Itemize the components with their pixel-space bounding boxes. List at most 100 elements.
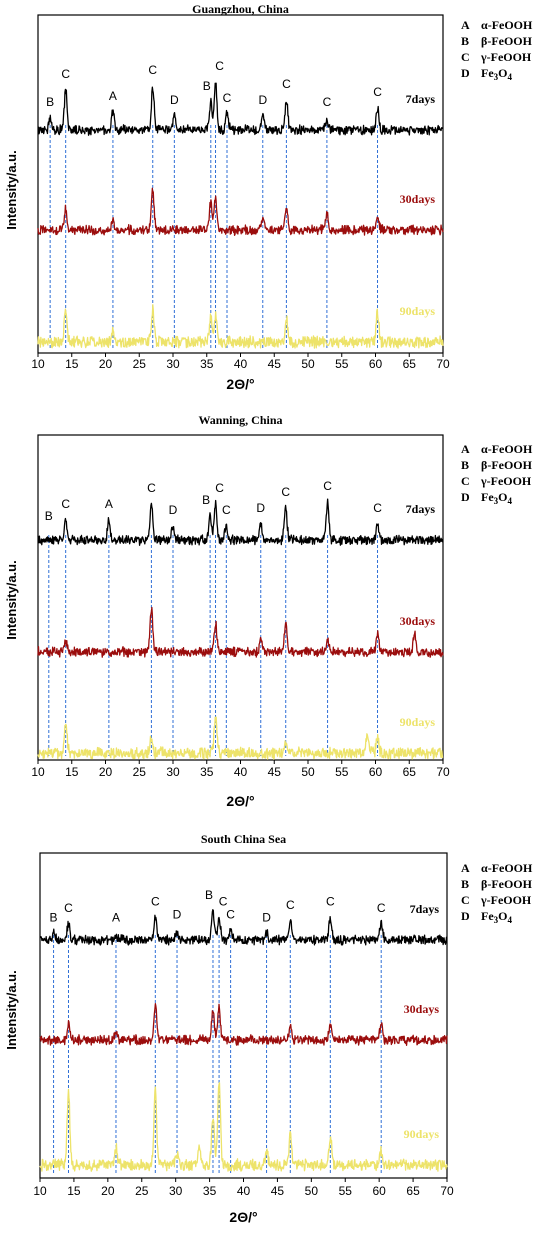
peak-label: B	[46, 95, 54, 109]
x-tick-label: 60	[372, 1184, 386, 1198]
series-line-30days	[37, 606, 444, 658]
x-tick-label: 10	[31, 765, 45, 779]
series-label-7days: 7days	[406, 92, 436, 106]
panel-title: Guangzhou, China	[192, 2, 289, 16]
y-axis-label: Intensity/a.u.	[4, 560, 19, 639]
y-axis-label: Intensity/a.u.	[4, 970, 19, 1049]
peak-label: C	[373, 501, 382, 515]
series-label-30days: 30days	[400, 614, 436, 628]
x-tick-label: 55	[335, 357, 349, 371]
x-tick-label: 45	[268, 765, 282, 779]
x-tick-label: 70	[436, 357, 450, 371]
legend-phase: Fe3O4	[481, 490, 513, 506]
y-axis-label: Intensity/a.u.	[4, 150, 19, 229]
x-tick-label: 10	[33, 1184, 47, 1198]
legend-phase: γ-FeOOH	[480, 50, 532, 64]
x-tick-label: 50	[305, 1184, 319, 1198]
peak-label: C	[148, 63, 157, 77]
peak-label: C	[326, 895, 335, 909]
x-axis-label: 2Θ/°	[229, 1209, 257, 1225]
x-tick-label: 35	[203, 1184, 217, 1198]
legend-key: B	[461, 877, 469, 891]
x-tick-label: 30	[166, 357, 180, 371]
x-tick-label: 15	[65, 765, 79, 779]
plot-frame	[37, 434, 444, 761]
x-tick-label: 30	[169, 1184, 183, 1198]
x-axis-label: 2Θ/°	[226, 376, 254, 392]
series-line-90days	[37, 716, 444, 760]
x-tick-label: 50	[301, 357, 315, 371]
legend-phase: β-FeOOH	[481, 877, 533, 891]
series-line-30days	[37, 187, 444, 237]
x-tick-label: 10	[31, 357, 45, 371]
peak-label: C	[373, 85, 382, 99]
peak-label: C	[222, 503, 231, 517]
x-tick-label: 25	[133, 765, 147, 779]
legend-phase: β-FeOOH	[481, 34, 533, 48]
legend-phase: α-FeOOH	[481, 861, 533, 875]
peak-label: C	[286, 898, 295, 912]
peak-label: B	[202, 493, 210, 507]
series-label-30days: 30days	[400, 192, 436, 206]
series-line-90days	[39, 1082, 448, 1172]
x-tick-label: 40	[237, 1184, 251, 1198]
legend-phase: γ-FeOOH	[480, 474, 532, 488]
legend-key: A	[461, 861, 470, 875]
x-tick-label: 40	[234, 357, 248, 371]
legend-phase: Fe3O4	[481, 909, 513, 925]
peak-label: C	[223, 91, 232, 105]
series-label-90days: 90days	[400, 304, 436, 318]
peak-label: C	[215, 481, 224, 495]
series-label-7days: 7days	[410, 902, 440, 916]
x-tick-label: 15	[67, 1184, 81, 1198]
x-tick-label: 65	[406, 1184, 420, 1198]
legend-key: C	[461, 474, 470, 488]
x-tick-label: 25	[133, 357, 147, 371]
x-tick-label: 65	[403, 357, 417, 371]
legend-phase: γ-FeOOH	[480, 893, 532, 907]
x-tick-label: 25	[135, 1184, 149, 1198]
peak-label: C	[377, 901, 386, 915]
peak-label: A	[105, 497, 113, 511]
peak-label: C	[151, 895, 160, 909]
x-tick-label: 20	[101, 1184, 115, 1198]
series-label-7days: 7days	[406, 502, 436, 516]
series-line-90days	[37, 304, 444, 349]
x-tick-label: 60	[369, 357, 383, 371]
series-label-90days: 90days	[404, 1127, 440, 1141]
series-line-30days	[39, 1003, 448, 1046]
x-tick-label: 50	[301, 765, 315, 779]
legend-key: B	[461, 458, 469, 472]
legend-key: A	[461, 18, 470, 32]
legend-phase: Fe3O4	[481, 66, 513, 82]
legend-key: D	[461, 66, 470, 80]
peak-label: C	[281, 485, 290, 499]
peak-label: A	[109, 89, 117, 103]
x-axis-label: 2Θ/°	[226, 793, 254, 809]
peak-label: D	[170, 93, 179, 107]
peak-label: D	[169, 503, 178, 517]
legend-phase: α-FeOOH	[481, 18, 533, 32]
peak-label: B	[203, 79, 211, 93]
x-tick-label: 65	[403, 765, 417, 779]
peak-label: C	[64, 901, 73, 915]
peak-label: B	[50, 911, 58, 925]
legend-key: C	[461, 893, 470, 907]
series-line-7days	[39, 909, 448, 946]
peak-label: B	[205, 888, 213, 902]
x-tick-label: 60	[369, 765, 383, 779]
legend-key: D	[461, 490, 470, 504]
peak-label: B	[45, 509, 53, 523]
x-tick-label: 55	[339, 1184, 353, 1198]
x-tick-label: 35	[200, 357, 214, 371]
series-label-90days: 90days	[400, 715, 436, 729]
peak-label: C	[215, 59, 224, 73]
x-tick-label: 35	[200, 765, 214, 779]
x-tick-label: 40	[234, 765, 248, 779]
peak-label: A	[112, 911, 120, 925]
x-tick-label: 55	[335, 765, 349, 779]
legend-phase: α-FeOOH	[481, 442, 533, 456]
